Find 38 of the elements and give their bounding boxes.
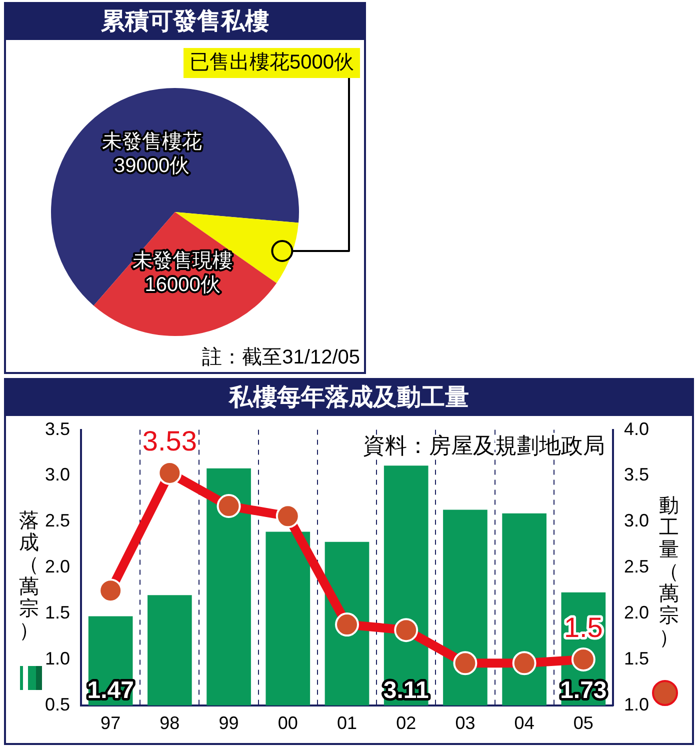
x-tick-label: 04 bbox=[514, 713, 534, 734]
data-label: 16000伙 bbox=[144, 274, 220, 296]
x-tick-label: 02 bbox=[396, 713, 416, 734]
y2-tick-label: 2.5 bbox=[624, 556, 650, 577]
slice-label: 未發售現樓 bbox=[132, 250, 233, 272]
x-tick-label: 01 bbox=[336, 713, 358, 734]
data-label: 1.47 bbox=[87, 677, 134, 704]
data-label: 3.11 bbox=[383, 677, 429, 704]
y2-tick-label: 1.5 bbox=[624, 648, 650, 668]
x-tick-label: 00 bbox=[278, 713, 298, 734]
y2-tick-label: 4.0 bbox=[624, 418, 650, 439]
slice-label: 已售出樓花5000伙 bbox=[190, 52, 354, 74]
y-tick-label: 3.0 bbox=[44, 464, 70, 485]
chart-title: 累積可發售私樓 bbox=[6, 4, 364, 40]
annotation: 資料：房屋及規劃地政局 bbox=[362, 432, 605, 458]
y-tick-label: 2.5 bbox=[44, 510, 70, 531]
y-tick-label: 2.0 bbox=[44, 556, 70, 577]
data-label: 39000伙 bbox=[114, 155, 190, 178]
x-tick-label: 03 bbox=[455, 713, 476, 734]
x-tick-label: 05 bbox=[573, 713, 594, 734]
y2-tick-label: 3.5 bbox=[624, 464, 650, 485]
chart-title: 私樓每年落成及動工量 bbox=[6, 380, 692, 416]
slice-label: 未發售樓花 bbox=[102, 131, 202, 154]
y-axis-title: 落成（萬宗） bbox=[18, 510, 40, 642]
y2-tick-label: 3.0 bbox=[624, 510, 650, 531]
x-tick-label: 99 bbox=[218, 713, 239, 734]
x-tick-label: 98 bbox=[160, 713, 180, 734]
y2-tick-label: 1.0 bbox=[624, 694, 650, 714]
y-tick-label: 1.0 bbox=[44, 648, 70, 668]
y-tick-label: 0.5 bbox=[44, 694, 70, 714]
y2-tick-label: 2.0 bbox=[624, 602, 650, 622]
x-tick-label: 97 bbox=[100, 713, 121, 734]
data-label: 3.53 bbox=[142, 426, 197, 457]
y-tick-label: 3.5 bbox=[44, 418, 70, 439]
y-tick-label: 1.5 bbox=[44, 602, 70, 622]
data-label: 1.5 bbox=[564, 612, 603, 644]
y2-axis-title: 動工量（萬宗） bbox=[658, 495, 680, 649]
text: 註：截至31/12/05 bbox=[202, 346, 360, 369]
